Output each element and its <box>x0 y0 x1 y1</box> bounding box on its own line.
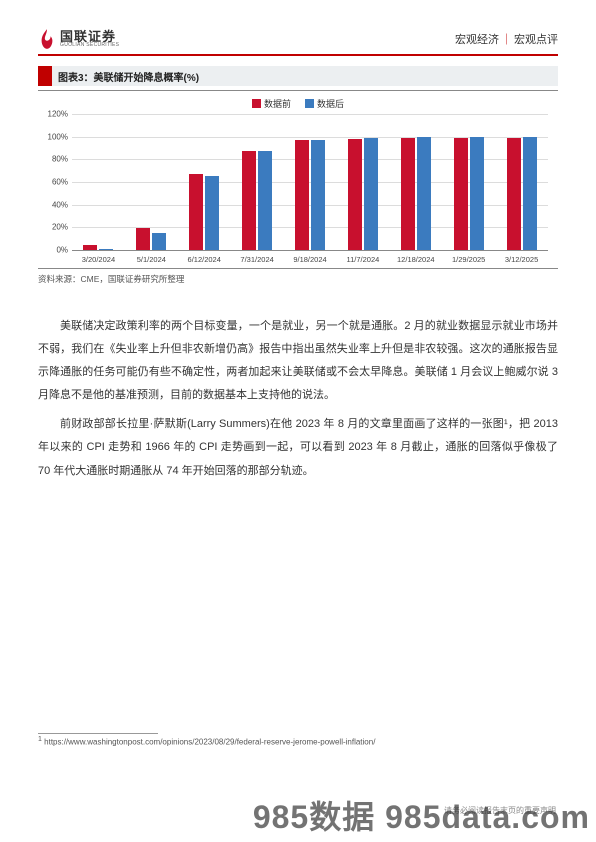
chart-title-bar: 图表3：美联储开始降息概率(%) <box>38 66 558 86</box>
chart-title: 图表3：美联储开始降息概率(%) <box>58 69 199 84</box>
chart-source: 资料来源：CME，国联证券研究所整理 <box>38 273 558 285</box>
legend-item-after: 数据后 <box>305 97 344 110</box>
title-accent <box>38 66 52 86</box>
x-tick-label: 11/7/2024 <box>336 255 389 264</box>
bar-before <box>189 174 203 250</box>
bar-before <box>401 138 415 250</box>
legend-item-before: 数据前 <box>252 97 291 110</box>
x-tick-label: 5/1/2024 <box>125 255 178 264</box>
watermark: 985数据 985data.com <box>253 792 590 838</box>
footnote-text: https://www.washingtonpost.com/opinions/… <box>44 737 375 746</box>
bar-before <box>454 138 468 250</box>
x-tick-label: 9/18/2024 <box>284 255 337 264</box>
y-tick-label: 20% <box>42 223 68 232</box>
bar-after <box>523 137 537 250</box>
y-tick-label: 40% <box>42 200 68 209</box>
chart-container: 数据前 数据后 0% 20% 40% 60% 80% 100% 120% 3/20/2024… <box>38 90 558 269</box>
y-tick-label: 80% <box>42 155 68 164</box>
x-tick-label: 7/31/2024 <box>231 255 284 264</box>
bar-before <box>348 139 362 250</box>
body-text: 美联储决定政策利率的两个目标变量，一个是就业，另一个就是通胀。2 月的就业数据显… <box>38 315 558 483</box>
x-axis-labels: 3/20/20245/1/20246/12/20247/31/20249/18/… <box>72 255 548 264</box>
bar-before <box>507 138 521 250</box>
x-tick-label: 6/12/2024 <box>178 255 231 264</box>
x-tick-label: 1/29/2025 <box>442 255 495 264</box>
legend-swatch-after <box>305 99 314 108</box>
flame-icon <box>38 28 56 50</box>
footnote: 1 https://www.washingtonpost.com/opinion… <box>38 736 558 747</box>
header-category: 宏观经济 <box>455 34 499 46</box>
footnote-marker: 1 <box>38 736 42 743</box>
bar-before <box>83 245 97 250</box>
footnote-separator <box>38 733 158 734</box>
bar-group <box>284 114 337 250</box>
bar-group <box>442 114 495 250</box>
x-tick-label: 12/18/2024 <box>389 255 442 264</box>
bar-after <box>152 233 166 250</box>
legend-label-after: 数据后 <box>317 97 344 110</box>
bar-group <box>72 114 125 250</box>
bar-group <box>389 114 442 250</box>
bar-group <box>231 114 284 250</box>
legend-swatch-before <box>252 99 261 108</box>
bar-after <box>311 140 325 250</box>
gridline <box>72 250 548 251</box>
page-header: 国联证券 GUOLIAN SECURITIES 宏观经济｜宏观点评 <box>38 28 558 56</box>
y-tick-label: 100% <box>42 132 68 141</box>
x-tick-label: 3/12/2025 <box>495 255 548 264</box>
legend-label-before: 数据前 <box>264 97 291 110</box>
bar-after <box>99 249 113 250</box>
x-tick-label: 3/20/2024 <box>72 255 125 264</box>
header-type: 宏观点评 <box>514 34 558 46</box>
bar-before <box>295 140 309 250</box>
chart-plot <box>72 114 548 250</box>
y-tick-label: 0% <box>42 246 68 255</box>
brand-logo: 国联证券 GUOLIAN SECURITIES <box>38 28 119 50</box>
bar-group <box>178 114 231 250</box>
header-right: 宏观经济｜宏观点评 <box>455 31 558 47</box>
bar-after <box>205 176 219 250</box>
bar-after <box>364 138 378 250</box>
chart-legend: 数据前 数据后 <box>42 97 554 110</box>
bar-before <box>136 228 150 250</box>
paragraph-2: 前财政部部长拉里·萨默斯(Larry Summers)在他 2023 年 8 月… <box>38 413 558 482</box>
chart-area: 0%20%40%60%80%100%120% 3/20/20245/1/2024… <box>42 114 554 264</box>
bar-after <box>417 137 431 250</box>
bar-group <box>125 114 178 250</box>
paragraph-1: 美联储决定政策利率的两个目标变量，一个是就业，另一个就是通胀。2 月的就业数据显… <box>38 315 558 407</box>
y-tick-label: 120% <box>42 110 68 119</box>
bar-group <box>495 114 548 250</box>
bar-group <box>336 114 389 250</box>
bar-after <box>258 151 272 250</box>
bar-before <box>242 151 256 250</box>
logo-en: GUOLIAN SECURITIES <box>60 43 119 48</box>
y-tick-label: 60% <box>42 178 68 187</box>
bar-after <box>470 137 484 250</box>
